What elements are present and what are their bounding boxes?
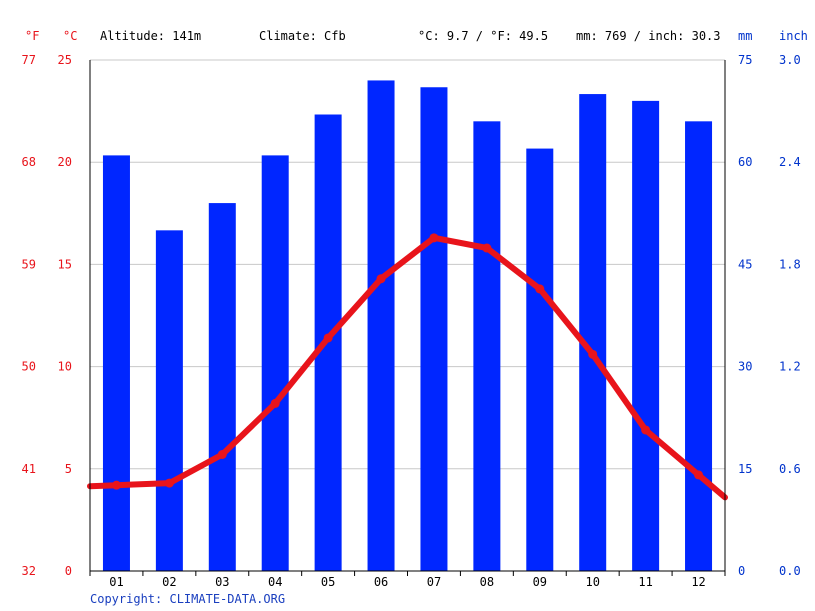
- temperature-point: [111, 480, 121, 490]
- inch-tick: 1.8: [779, 257, 801, 271]
- celsius-tick: 15: [58, 257, 72, 271]
- precipitation-bar: [102, 155, 130, 572]
- temperature-point: [482, 243, 492, 253]
- temperature-point: [323, 333, 333, 343]
- precipitation-bar: [579, 94, 607, 572]
- month-label: 07: [427, 575, 441, 589]
- fahrenheit-tick: 50: [22, 360, 36, 374]
- mm-tick: 75: [738, 53, 752, 67]
- temperature-point: [588, 349, 598, 359]
- inch-tick: 0.0: [779, 564, 801, 578]
- mm-unit-label: mm: [738, 29, 753, 43]
- temperature-point: [164, 478, 174, 488]
- inch-tick: 3.0: [779, 53, 801, 67]
- temperature-point: [641, 425, 651, 435]
- precipitation-bar: [685, 121, 713, 571]
- month-label: 03: [215, 575, 229, 589]
- precipitation-bar: [526, 148, 554, 571]
- inch-tick: 0.6: [779, 462, 801, 476]
- mm-tick: 15: [738, 462, 752, 476]
- temperature-point: [535, 284, 545, 294]
- month-label: 05: [321, 575, 335, 589]
- celsius-tick: 20: [58, 155, 72, 169]
- mm-tick: 0: [738, 564, 745, 578]
- copyright-text: Copyright: CLIMATE-DATA.ORG: [90, 592, 286, 606]
- climate-label: Climate: Cfb: [259, 29, 346, 43]
- inch-tick: 1.2: [779, 360, 801, 374]
- precipitation-bar: [208, 203, 236, 571]
- precipitation-bar: [155, 230, 183, 572]
- temperature-point: [694, 470, 704, 480]
- precipitation-total-label: mm: 769 / inch: 30.3: [576, 29, 721, 43]
- celsius-unit-label: °C: [63, 29, 78, 43]
- axes: [89, 60, 726, 576]
- month-label: 11: [638, 575, 652, 589]
- tick-labels: 32 0 41 5 50 10 59 15 68 20 77 25 0 0.0 15 0.6 30 1.2 45 1.…: [22, 53, 801, 589]
- month-label: 06: [374, 575, 388, 589]
- precipitation-bar: [473, 121, 501, 571]
- month-label: 12: [691, 575, 705, 589]
- fahrenheit-tick: 32: [22, 564, 36, 578]
- month-label: 08: [480, 575, 494, 589]
- precipitation-bars: [102, 80, 713, 572]
- fahrenheit-tick: 59: [22, 257, 36, 271]
- month-label: 09: [533, 575, 547, 589]
- mm-tick: 45: [738, 257, 752, 271]
- month-label: 01: [109, 575, 123, 589]
- average-temperature-label: °C: 9.7 / °F: 49.5: [418, 29, 549, 43]
- precipitation-bar: [367, 80, 395, 571]
- precipitation-bar: [261, 155, 289, 572]
- celsius-tick: 25: [58, 53, 72, 67]
- inch-tick: 2.4: [779, 155, 801, 169]
- precipitation-bar: [632, 100, 660, 571]
- temperature-point: [429, 233, 439, 243]
- fahrenheit-tick: 77: [22, 53, 36, 67]
- mm-tick: 30: [738, 360, 752, 374]
- precipitation-bar: [420, 87, 448, 572]
- temperature-point: [376, 274, 386, 284]
- celsius-tick: 10: [58, 360, 72, 374]
- month-label: 10: [585, 575, 599, 589]
- fahrenheit-unit-label: °F: [25, 29, 40, 43]
- temperature-line-path: [87, 234, 728, 501]
- month-label: 04: [268, 575, 282, 589]
- grid-lines: [90, 59, 725, 470]
- altitude-label: Altitude: 141m: [100, 29, 202, 43]
- temperature-point: [217, 449, 227, 459]
- temperature-point: [270, 398, 280, 408]
- inch-unit-label: inch: [779, 29, 808, 43]
- celsius-tick: 0: [65, 564, 72, 578]
- fahrenheit-tick: 41: [22, 462, 36, 476]
- fahrenheit-tick: 68: [22, 155, 36, 169]
- celsius-tick: 5: [65, 462, 72, 476]
- month-label: 02: [162, 575, 176, 589]
- precipitation-bar: [314, 114, 342, 572]
- mm-tick: 60: [738, 155, 752, 169]
- temperature-line: [87, 233, 728, 501]
